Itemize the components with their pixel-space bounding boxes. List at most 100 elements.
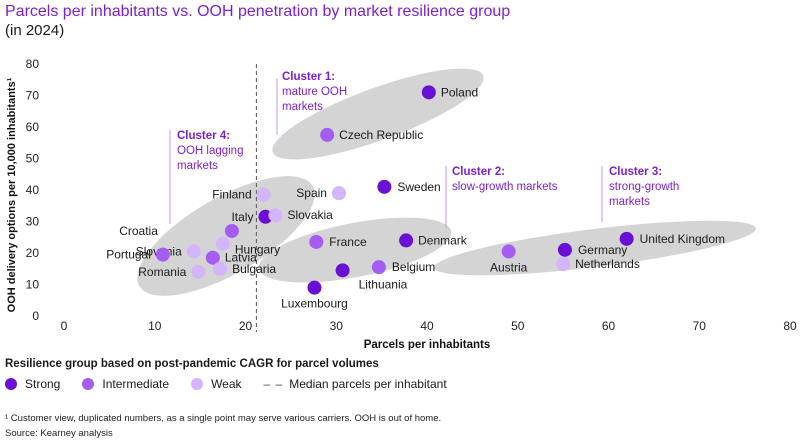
- y-tick-label: 10: [26, 278, 40, 292]
- dashed-line-icon: – –: [263, 377, 284, 391]
- cluster-4-description: markets: [177, 160, 218, 172]
- cluster-1-description: markets: [282, 101, 323, 113]
- data-point-united-kingdom: [619, 231, 634, 246]
- data-label-belgium: Belgium: [392, 260, 435, 274]
- x-axis-title: Parcels per inhabitants: [364, 339, 491, 350]
- data-point-sweden: [377, 179, 392, 194]
- data-point-austria: [501, 244, 516, 259]
- cluster-3-title: Cluster 3:: [609, 166, 662, 178]
- data-point-romania: [191, 264, 206, 279]
- legend-item-weak: Weak: [191, 377, 242, 391]
- y-tick-label: 40: [26, 183, 40, 197]
- data-label-luxembourg: Luxembourg: [281, 297, 348, 311]
- data-label-slovakia: Slovakia: [287, 208, 333, 222]
- data-point-denmark: [399, 233, 414, 248]
- y-tick-label: 20: [26, 246, 40, 260]
- y-tick-label: 0: [32, 309, 39, 323]
- cluster-annotations: Cluster 1: mature OOH markets Cluster 2: slo…: [169, 71, 679, 228]
- data-point-lithuania: [335, 263, 350, 278]
- y-axis-title: OOH delivery options per 10,000 inhabita…: [6, 77, 18, 312]
- footnote: ¹ Customer view, duplicated numbers, as …: [5, 413, 442, 424]
- data-point-france: [309, 234, 324, 249]
- cluster-4-description: OOH lagging: [177, 145, 243, 157]
- cluster-2-ellipse: [258, 217, 452, 283]
- data-point-portugal: [155, 247, 170, 262]
- chart-subtitle: (in 2024): [5, 22, 65, 39]
- legend-item-intermediate: Intermediate: [82, 377, 169, 391]
- data-label-france: France: [329, 235, 367, 249]
- legend-item-strong: Strong: [5, 377, 60, 391]
- data-label-denmark: Denmark: [418, 233, 468, 247]
- data-label-portugal: Portugal: [106, 248, 151, 262]
- cluster-4-title: Cluster 4:: [177, 130, 230, 142]
- data-label-netherlands: Netherlands: [575, 257, 640, 271]
- legend-label-strong: Strong: [25, 377, 61, 391]
- x-tick-label: 10: [148, 319, 162, 333]
- data-point-slovakia: [268, 208, 283, 223]
- data-point-netherlands: [556, 257, 571, 272]
- cluster-3-ellipse: [434, 220, 756, 276]
- data-point-spain: [331, 186, 346, 201]
- legend-label-intermediate: Intermediate: [102, 377, 170, 391]
- data-point-germany: [557, 242, 572, 257]
- legend-item-median: – – Median parcels per inhabitant: [264, 377, 447, 391]
- x-tick-label: 70: [693, 319, 707, 333]
- x-tick-label: 0: [61, 319, 68, 333]
- data-point-hungary: [215, 236, 230, 251]
- data-label-croatia: Croatia: [119, 224, 158, 238]
- cluster-3-description: markets: [609, 196, 650, 208]
- data-label-lithuania: Lithuania: [359, 277, 408, 291]
- chart-title: Parcels per inhabitants vs. OOH penetrat…: [5, 3, 511, 20]
- y-tick-label: 50: [26, 152, 40, 166]
- data-point-luxembourg: [307, 280, 322, 295]
- data-label-spain: Spain: [296, 186, 327, 200]
- chart-axes: 0 10 20 30 40 50 60 70 80 0 10 20 30 40 50 60 70 80 Parcel…: [6, 57, 797, 350]
- data-label-poland: Poland: [441, 85, 478, 99]
- y-tick-label: 60: [26, 120, 40, 134]
- data-point-slovenia: [186, 244, 201, 259]
- data-label-italy: Italy: [231, 210, 253, 224]
- source-note: Source: Kearney analysis: [5, 428, 113, 439]
- data-point-belgium: [371, 260, 386, 275]
- legend-title: Resilience group based on post-pandemic …: [5, 358, 379, 370]
- data-points: Poland Czech Republic Sweden Spain Finland It…: [106, 85, 725, 311]
- data-point-finland: [256, 187, 271, 202]
- y-tick-label: 30: [26, 215, 40, 229]
- legend-label-median: Median parcels per inhabitant: [289, 377, 447, 391]
- x-tick-label: 40: [420, 319, 434, 333]
- y-tick-label: 70: [26, 89, 40, 103]
- strong-dot-icon: [5, 378, 17, 390]
- weak-dot-icon: [191, 378, 204, 390]
- cluster-2-description: slow-growth markets: [452, 181, 558, 193]
- x-tick-label: 60: [602, 319, 616, 333]
- x-tick-label: 20: [239, 319, 253, 333]
- y-tick-label: 80: [26, 57, 40, 71]
- data-label-finland: Finland: [212, 188, 251, 202]
- x-tick-label: 50: [511, 319, 525, 333]
- data-point-bulgaria: [213, 261, 228, 276]
- scatter-chart: 0 10 20 30 40 50 60 70 80 0 10 20 30 40 50 60 70 80 Parcel…: [6, 57, 797, 350]
- data-label-united-kingdom: United Kingdom: [640, 232, 725, 246]
- data-point-croatia: [224, 223, 239, 238]
- data-label-germany: Germany: [578, 243, 627, 257]
- cluster-4-ellipse: [137, 176, 315, 296]
- data-label-hungary: Hungary: [235, 243, 280, 257]
- data-label-sweden: Sweden: [397, 180, 440, 194]
- data-label-latvia: Latvia: [225, 251, 257, 265]
- legend-label-weak: Weak: [211, 377, 242, 391]
- x-tick-label: 30: [330, 319, 344, 333]
- cluster-3-description: strong-growth: [609, 181, 679, 193]
- intermediate-dot-icon: [82, 378, 95, 390]
- cluster-1-description: mature OOH: [282, 86, 347, 98]
- data-point-latvia: [205, 250, 220, 265]
- data-label-austria: Austria: [490, 260, 528, 274]
- data-label-romania: Romania: [138, 265, 186, 279]
- data-point-poland: [421, 85, 436, 100]
- x-tick-label: 80: [783, 319, 797, 333]
- data-point-czech-republic: [320, 127, 335, 142]
- cluster-1-title: Cluster 1:: [282, 71, 335, 83]
- cluster-2-title: Cluster 2:: [452, 166, 505, 178]
- legend: Strong Intermediate Weak – – Median parc…: [5, 377, 469, 391]
- data-label-czech-republic: Czech Republic: [339, 128, 423, 142]
- data-label-bulgaria: Bulgaria: [232, 262, 276, 276]
